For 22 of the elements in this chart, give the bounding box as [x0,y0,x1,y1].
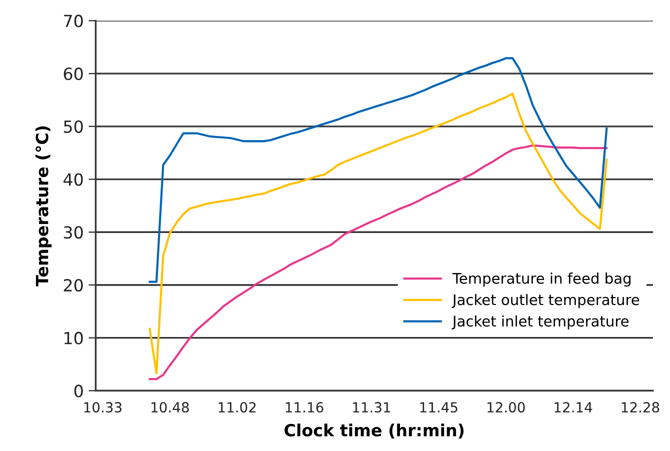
x-tick-label: 12.14 [554,402,592,412]
y-tick-label: 50 [64,120,83,133]
legend-label: Jacket outlet temperature [452,294,640,308]
x-tick-label: 12.00 [487,402,525,413]
y-tick-label: 20 [64,278,83,292]
x-tick-label: 11.16 [286,402,324,413]
y-tick-label: 0 [74,384,83,398]
legend-label: Temperature in feed bag [452,272,630,287]
y-tick-label: 70 [64,14,83,28]
x-tick-label: 10.33 [84,402,122,413]
x-tick-label: 11.31 [353,402,390,413]
x-tick-label: 10.48 [152,402,189,413]
x-tick-label: 11.02 [218,402,256,413]
x-tick-label: 11.45 [420,402,458,413]
y-axis-title: Temperature (°C) [35,126,52,286]
y-tick-label: 60 [64,68,83,80]
legend-label: Jacket inlet temperature [452,315,629,330]
y-tick-label: 40 [64,173,83,186]
y-tick-label: 30 [64,226,83,239]
x-tick-label: 12.28 [622,402,660,413]
y-tick-label: 10 [64,332,83,344]
x-axis-title: Clock time (hr:min) [284,424,464,438]
